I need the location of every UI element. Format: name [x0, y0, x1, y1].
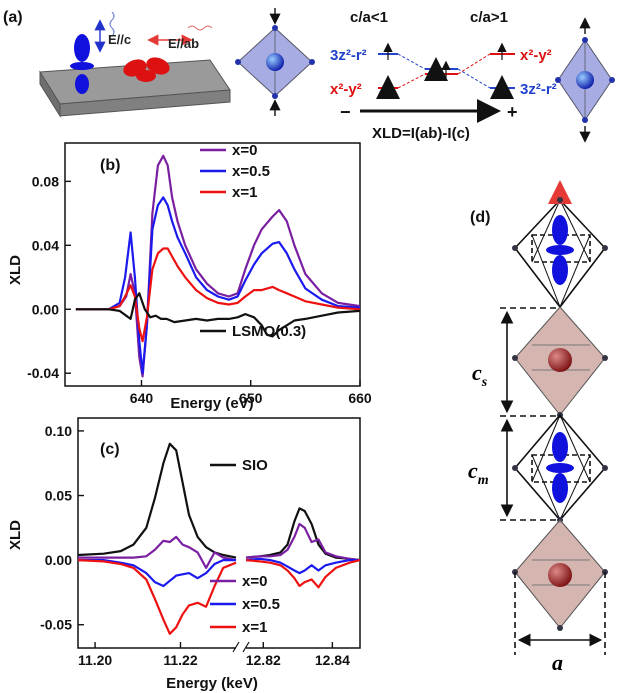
cs-label: cs [472, 360, 488, 390]
b-xtick-label-650: 650 [239, 390, 263, 406]
panel-b-label: (b) [100, 157, 120, 174]
orbital-x2y2-left: x²-y² [330, 81, 362, 98]
b-series-x-0-5 [75, 196, 361, 375]
b-series-x-0 [75, 154, 361, 378]
panel-a: (a) E//c E//ab [3, 8, 615, 143]
e-par-ab-label: E//ab [168, 36, 199, 51]
c-xtick-label-0: 11.20 [78, 652, 112, 668]
c-ytick-label-1: 0.05 [45, 488, 72, 504]
dimension-cm: cm [468, 418, 560, 521]
b-legend-label-lsmo-0-3: LSMO(0.3) [232, 323, 306, 340]
c-legend-label-x-0-5: x=0.5 [242, 596, 280, 613]
dimension-cs: cs [472, 307, 560, 417]
b-xtick-label-640: 640 [130, 390, 154, 406]
b-ytick-label-1: 0.04 [32, 237, 59, 253]
c-xtick-label-3: 12.84 [315, 652, 350, 668]
panel-d: (d) [468, 180, 608, 675]
plus-sign: + [507, 102, 518, 122]
panel-b-frame [64, 142, 361, 387]
dx2y2-orbital [123, 57, 170, 82]
octahedron-brown-lower [512, 519, 608, 631]
e-par-c-arrow: E//c [94, 11, 131, 53]
minus-sign: − [340, 102, 351, 122]
axis-break-mark-left [232, 641, 240, 653]
panel-d-label: (d) [470, 209, 490, 226]
panel-b-ylabel: XLD [7, 255, 24, 285]
c-ytick-label-3: -0.05 [40, 617, 72, 633]
panel-a-label: (a) [3, 9, 23, 26]
dz2-orbital [70, 34, 94, 94]
xld-definition: XLD=I(ab)-I(c) [372, 125, 470, 142]
c-legend-label-x-0: x=0 [242, 573, 267, 590]
b-series-lsmo-0-3 [75, 292, 361, 338]
panel-c-chart: 11.20 11.22 12.82 12.84 0.10 0.05 0.00 -0.05 (c… [7, 417, 361, 692]
panel-c-label: (c) [100, 441, 120, 458]
b-series-x-1 [75, 247, 361, 343]
b-legend-label-x-0: x=0 [232, 142, 257, 159]
c-legend-label-x-1: x=1 [242, 619, 267, 636]
octahedron-brown-upper [512, 306, 608, 418]
c-series-sio-low [77, 442, 237, 559]
c-xtick-label-1: 11.22 [163, 652, 197, 668]
orbital-3z2-right: 3z²-r² [520, 81, 557, 98]
octahedron-top [512, 180, 608, 309]
ca-less-label: c/a<1 [350, 9, 388, 26]
b-ytick-label-0: 0.08 [32, 173, 59, 189]
a-label: a [552, 650, 563, 675]
b-legend-label-x-1: x=1 [232, 184, 257, 201]
panel-c-ylabel: XLD [7, 520, 24, 550]
e-par-c-label: E//c [108, 32, 131, 47]
substrate-slab [39, 59, 231, 118]
c-series-sio-high [245, 507, 361, 562]
c-legend-label-sio: SIO [242, 457, 268, 474]
octahedron-middle [512, 413, 608, 523]
orbital-x2y2-right: x²-y² [520, 47, 552, 64]
b-legend-label-x-0-5: x=0.5 [232, 163, 270, 180]
c-series-x-1-low [77, 559, 237, 635]
c-xtick-label-2: 12.82 [246, 652, 281, 668]
panel-c-frame [77, 417, 361, 649]
cm-label: cm [468, 458, 489, 488]
energy-level-diagram: c/a<1 c/a>1 3z²-r² x²-y² x²-y² 3z²-r² − … [330, 9, 557, 142]
axis-break-gap [236, 644, 246, 652]
panel-c-xlabel: Energy (keV) [166, 675, 258, 692]
b-ytick-label-3: -0.04 [27, 365, 59, 381]
octahedron-compressed [235, 8, 315, 116]
ca-greater-label: c/a>1 [470, 9, 508, 26]
c-ytick-label-0: 0.10 [45, 423, 72, 439]
orbital-3z2-left: 3z²-r² [330, 47, 367, 64]
b-xtick-label-660: 660 [348, 390, 372, 406]
b-ytick-label-2: 0.00 [32, 301, 59, 317]
c-series-x-0-5-high [245, 557, 360, 575]
c-series-x-0-high [245, 522, 361, 562]
c-ytick-label-2: 0.00 [45, 552, 72, 568]
e-par-ab-arrow: E//ab [147, 25, 213, 51]
octahedron-elongated [555, 17, 615, 143]
c-series-x-1-high [245, 559, 361, 589]
panel-b-xlabel: Energy (eV) [170, 395, 253, 412]
panel-b-chart: 640 650 660 0.08 0.04 0.00 -0.04 (b) XLD Energ… [7, 142, 372, 412]
axis-break-mark-right [242, 641, 250, 653]
c-series-x-0-low [78, 535, 237, 569]
dimension-a: a [514, 572, 606, 675]
c-series-x-0-5-low [78, 559, 236, 588]
